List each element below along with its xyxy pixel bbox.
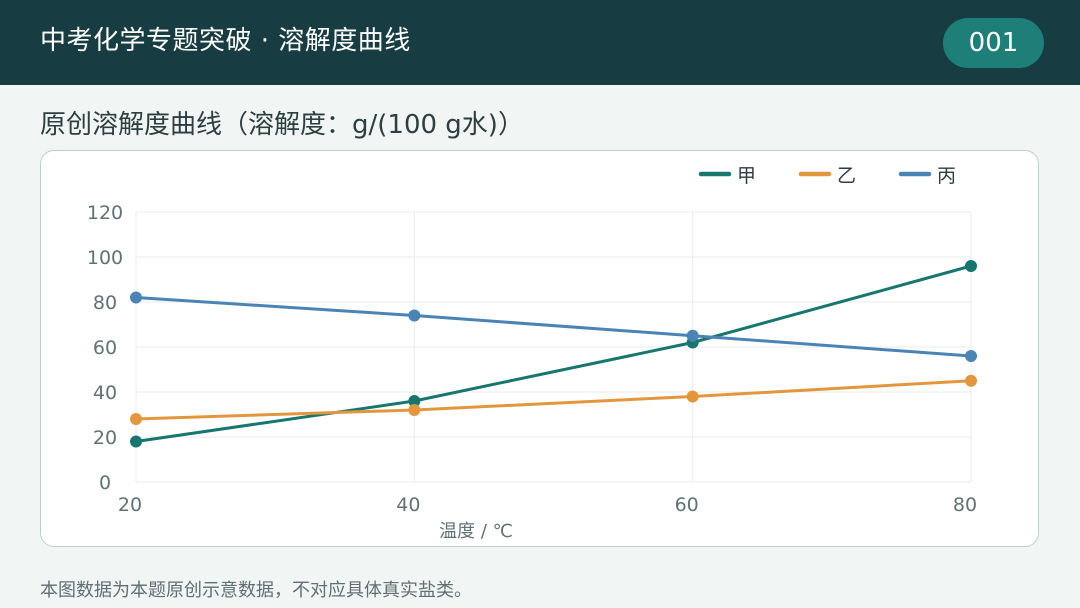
y-tick-label: 60	[93, 337, 117, 359]
data-point	[130, 435, 142, 448]
x-tick-label: 20	[118, 494, 142, 516]
chart-heading: 原创溶解度曲线（溶解度：g/(100 g水)）	[40, 110, 524, 140]
grid-layer	[135, 211, 972, 483]
legend-layer: 甲乙丙	[698, 165, 956, 187]
data-point	[408, 309, 421, 322]
header-bar: 中考化学专题突破 · 溶解度曲线 001	[0, 0, 1080, 85]
series-line-2	[134, 296, 973, 358]
x-tick-label: 60	[675, 494, 699, 516]
y-tick-label: 40	[93, 382, 117, 404]
legend-label: 甲	[737, 165, 756, 187]
footnote: 本图数据为本题原创示意数据，不对应具体真实盐类。	[40, 580, 472, 601]
series-layer	[130, 260, 977, 448]
chart-card: 0 20 40 60 80 100 120 20 40 60 80 温度 / ℃ 甲 乙 丙	[40, 150, 1039, 547]
y-tick-label: 20	[93, 427, 117, 449]
legend-label: 丙	[937, 165, 956, 187]
data-point	[686, 329, 699, 342]
solubility-line-chart: 0 20 40 60 80 100 120 20 40 60 80 温度 / ℃ 甲 乙 丙	[87, 165, 977, 542]
legend-label: 乙	[837, 165, 856, 187]
series-line-1	[134, 379, 973, 421]
data-point	[686, 390, 699, 403]
data-point	[965, 374, 977, 387]
series-line-0	[134, 264, 973, 443]
data-point	[130, 413, 142, 425]
data-point	[130, 291, 142, 304]
x-tick-label: 80	[953, 494, 977, 516]
y-tick-label: 0	[99, 472, 111, 494]
page-number-badge: 001	[943, 18, 1044, 68]
data-point	[965, 350, 977, 362]
data-point	[965, 260, 977, 272]
page-title: 中考化学专题突破 · 溶解度曲线	[40, 26, 411, 56]
axis-layer: 0 20 40 60 80 100 120 20 40 60 80 温度 / ℃	[87, 202, 977, 542]
y-tick-label: 80	[93, 292, 117, 314]
x-axis-title: 温度 / ℃	[439, 521, 513, 542]
y-tick-label: 120	[87, 202, 123, 224]
y-tick-label: 100	[87, 247, 123, 269]
x-tick-label: 40	[396, 494, 420, 516]
data-point	[408, 404, 421, 416]
